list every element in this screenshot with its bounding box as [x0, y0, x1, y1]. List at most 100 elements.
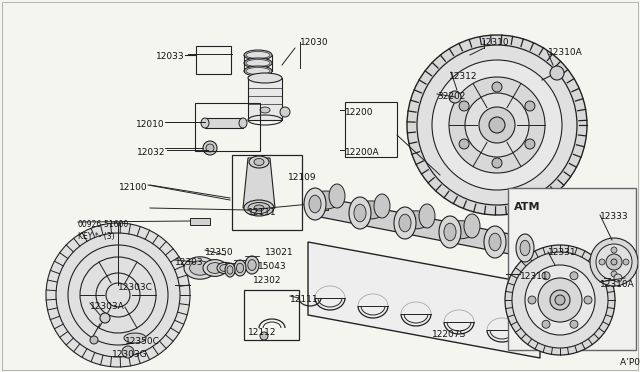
Ellipse shape — [244, 200, 274, 216]
Ellipse shape — [244, 50, 272, 60]
Bar — [244, 290, 299, 340]
Ellipse shape — [244, 58, 272, 68]
Circle shape — [449, 91, 461, 103]
Circle shape — [46, 223, 190, 367]
Circle shape — [525, 139, 535, 149]
Text: 12350: 12350 — [205, 248, 234, 257]
Ellipse shape — [184, 257, 216, 279]
Bar — [190, 218, 210, 225]
Circle shape — [538, 278, 582, 322]
Text: 13021: 13021 — [265, 248, 294, 257]
Circle shape — [570, 272, 578, 280]
Ellipse shape — [516, 234, 534, 262]
Text: 12310A: 12310A — [548, 48, 583, 57]
Circle shape — [542, 320, 550, 328]
Ellipse shape — [254, 158, 264, 166]
Text: 12207S: 12207S — [432, 330, 467, 339]
Polygon shape — [308, 242, 540, 358]
Text: 15043: 15043 — [258, 262, 287, 271]
Ellipse shape — [220, 264, 230, 272]
Circle shape — [432, 60, 562, 190]
Circle shape — [100, 313, 110, 323]
Ellipse shape — [309, 195, 321, 213]
Ellipse shape — [260, 107, 270, 113]
Text: 12303C: 12303C — [118, 283, 153, 292]
Ellipse shape — [248, 202, 270, 214]
Ellipse shape — [484, 226, 506, 258]
Ellipse shape — [520, 240, 530, 256]
Ellipse shape — [254, 205, 264, 211]
Circle shape — [606, 254, 622, 270]
Circle shape — [449, 77, 545, 173]
Ellipse shape — [349, 197, 371, 229]
Circle shape — [590, 238, 638, 286]
Ellipse shape — [354, 204, 366, 222]
Circle shape — [525, 265, 595, 335]
Ellipse shape — [394, 207, 416, 239]
Ellipse shape — [227, 266, 233, 274]
Circle shape — [623, 259, 629, 265]
Polygon shape — [243, 158, 275, 208]
Text: 12032: 12032 — [136, 148, 165, 157]
Ellipse shape — [399, 214, 411, 232]
Ellipse shape — [489, 233, 501, 251]
Circle shape — [203, 141, 217, 155]
Text: 12100: 12100 — [120, 183, 148, 192]
Circle shape — [528, 296, 536, 304]
Ellipse shape — [249, 156, 269, 168]
Circle shape — [260, 332, 268, 340]
Text: A’P0  0053: A’P0 0053 — [620, 358, 640, 367]
Text: 12350C: 12350C — [125, 337, 160, 346]
Text: 12111: 12111 — [290, 295, 319, 304]
Ellipse shape — [439, 216, 461, 248]
Bar — [345, 102, 397, 157]
Text: 00926-51600: 00926-51600 — [78, 220, 129, 229]
Ellipse shape — [124, 333, 146, 343]
Circle shape — [611, 271, 617, 277]
Text: 12310: 12310 — [481, 38, 509, 47]
Circle shape — [512, 252, 608, 348]
Bar — [196, 46, 231, 74]
Text: ATM: ATM — [514, 202, 541, 212]
Circle shape — [555, 295, 565, 305]
Text: 12111: 12111 — [248, 208, 276, 217]
Circle shape — [550, 290, 570, 310]
Circle shape — [542, 272, 550, 280]
Ellipse shape — [419, 204, 435, 228]
Ellipse shape — [312, 191, 340, 209]
Text: 12312: 12312 — [449, 72, 477, 81]
Ellipse shape — [444, 223, 456, 241]
Ellipse shape — [201, 118, 209, 128]
Text: 12303: 12303 — [175, 258, 204, 267]
Ellipse shape — [225, 263, 235, 277]
Text: 12010: 12010 — [136, 120, 165, 129]
Ellipse shape — [402, 211, 430, 229]
Ellipse shape — [304, 188, 326, 220]
Ellipse shape — [217, 262, 233, 273]
Bar — [195, 103, 260, 151]
Circle shape — [550, 66, 564, 80]
Circle shape — [525, 101, 535, 111]
Circle shape — [570, 320, 578, 328]
Ellipse shape — [248, 73, 282, 83]
Circle shape — [90, 336, 98, 344]
Circle shape — [614, 274, 622, 282]
Text: 12310A: 12310A — [600, 280, 635, 289]
Circle shape — [407, 35, 587, 215]
Text: 12311: 12311 — [520, 272, 548, 281]
Text: 12200A: 12200A — [345, 148, 380, 157]
Ellipse shape — [447, 221, 475, 239]
Ellipse shape — [329, 184, 345, 208]
Text: 12333: 12333 — [600, 212, 628, 221]
Circle shape — [122, 346, 134, 358]
Text: 12109: 12109 — [288, 173, 317, 182]
Text: 12030: 12030 — [300, 38, 328, 47]
Text: 12303A: 12303A — [90, 302, 125, 311]
Ellipse shape — [357, 201, 385, 219]
Ellipse shape — [245, 256, 259, 274]
Ellipse shape — [239, 118, 247, 128]
Circle shape — [611, 259, 617, 265]
Circle shape — [505, 245, 615, 355]
Circle shape — [280, 107, 290, 117]
Circle shape — [479, 107, 515, 143]
